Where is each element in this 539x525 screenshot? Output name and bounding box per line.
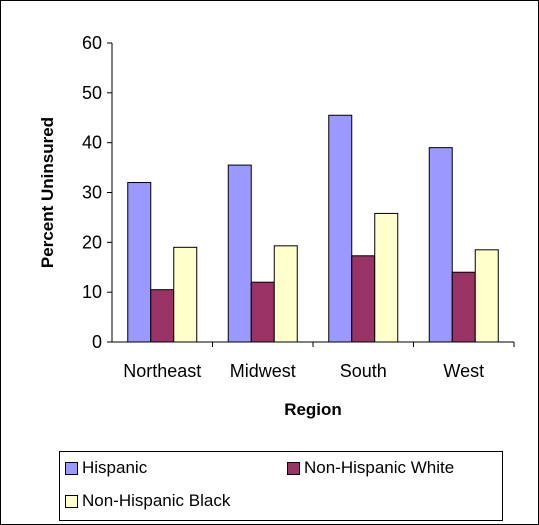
legend-item-non-hispanic-white: Non-Hispanic White [287,458,454,478]
x-axis-title: Region [284,400,342,419]
bar-west-hispanic [428,147,453,343]
bar-south-hispanic [328,114,353,343]
y-tick-label-40: 40 [82,133,102,153]
legend-swatch-non-hispanic-black [65,494,78,508]
bar-northeast-non-hispanic-white [150,289,175,343]
bar-west-non-hispanic-black [474,249,499,343]
legend-swatch-hispanic [65,461,78,475]
y-axis-ticks: 0 10 20 30 40 50 60 [82,33,112,352]
x-tick-label-south: South [340,361,387,381]
y-tick-label-50: 50 [82,83,102,103]
x-tick-label-northeast: Northeast [123,361,201,381]
legend-label-non-hispanic-black: Non-Hispanic Black [82,491,231,510]
y-axis-title: Percent Uninsured [38,117,57,268]
bars [127,114,499,343]
legend: Hispanic Non-Hispanic White Non-Hispanic… [59,451,503,521]
bar-midwest-hispanic [227,164,252,343]
y-tick-label-30: 30 [82,183,102,203]
x-axis-ticks: Northeast Midwest South West [123,342,515,381]
y-tick-label-60: 60 [82,33,102,53]
bar-northeast-hispanic [127,182,152,343]
legend-item-non-hispanic-black: Non-Hispanic Black [65,491,230,511]
bar-midwest-non-hispanic-black [273,245,298,343]
y-tick-label-20: 20 [82,232,102,252]
bar-midwest-non-hispanic-white [250,281,275,343]
legend-swatch-non-hispanic-white [287,461,300,475]
y-tick-label-0: 0 [92,332,102,352]
legend-label-hispanic: Hispanic [82,458,148,477]
x-tick-label-west: West [443,361,484,381]
bar-south-non-hispanic-white [351,255,376,343]
bar-northeast-non-hispanic-black [173,246,198,343]
bar-south-non-hispanic-black [374,212,399,343]
x-tick-label-midwest: Midwest [230,361,296,381]
legend-label-non-hispanic-white: Non-Hispanic White [304,458,455,477]
bar-west-non-hispanic-white [451,271,476,343]
y-tick-label-10: 10 [82,282,102,302]
legend-item-hispanic: Hispanic [65,458,147,478]
